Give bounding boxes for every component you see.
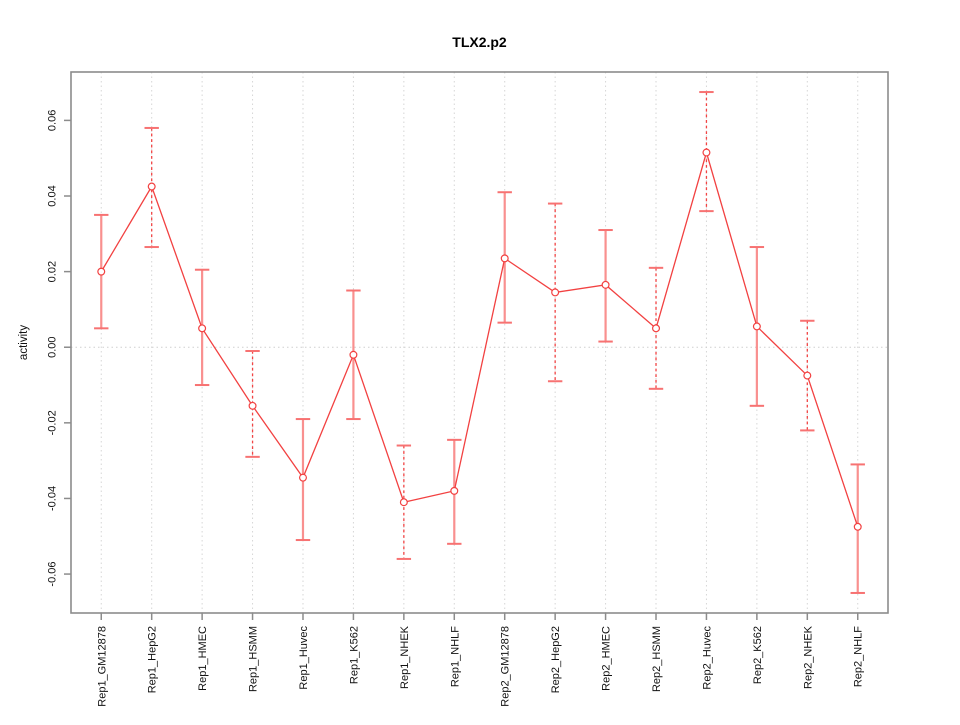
x-tick-label: Rep2_HMEC	[601, 626, 613, 691]
y-tick-label: 0.00	[47, 337, 59, 358]
y-tick-label: -0.06	[47, 562, 59, 587]
data-point-marker	[551, 288, 560, 297]
data-point-marker	[601, 280, 610, 289]
data-point-marker	[349, 350, 358, 359]
x-tick-label: Rep1_HMEC	[197, 626, 209, 691]
series-layer	[94, 91, 865, 594]
x-tick-label: Rep1_HepG2	[147, 626, 159, 693]
x-tick-label: Rep2_Huvec	[701, 626, 713, 690]
data-point-marker	[752, 322, 761, 331]
y-tick-label: 0.02	[47, 261, 59, 282]
data-point-marker	[853, 522, 862, 531]
x-tick-label: Rep1_Huvec	[298, 626, 310, 690]
data-point-marker	[702, 148, 711, 157]
y-tick-label: 0.06	[47, 110, 59, 131]
data-point-marker	[652, 324, 661, 333]
y-tick-label: 0.04	[47, 185, 59, 206]
x-tick-label: Rep2_GM12878	[500, 626, 512, 707]
series-line	[100, 150, 859, 528]
x-tick-label: Rep1_HSMM	[248, 626, 260, 692]
x-tick-label: Rep2_K562	[752, 626, 764, 684]
data-point-marker	[248, 401, 257, 410]
data-point-marker	[399, 498, 408, 507]
x-tick-label: Rep1_GM12878	[96, 626, 108, 707]
data-point-marker	[450, 486, 459, 495]
data-point-marker	[298, 473, 307, 482]
data-point-marker	[500, 254, 509, 263]
x-tick-label: Rep2_NHEK	[802, 625, 814, 689]
plot-border	[70, 71, 889, 614]
y-tick-label: -0.04	[47, 486, 59, 511]
x-tick-label: Rep1_NHLF	[449, 626, 461, 687]
grid-layer	[71, 72, 888, 613]
x-tick-label: Rep1_K562	[348, 626, 360, 684]
data-point-marker	[97, 267, 106, 276]
data-point-marker	[803, 371, 812, 380]
x-tick-label: Rep2_HSMM	[651, 626, 663, 692]
y-axis-title: activity	[18, 325, 30, 360]
x-tick-label: Rep2_HepG2	[550, 626, 562, 693]
data-point-marker	[198, 324, 207, 333]
y-tick-label: -0.02	[47, 410, 59, 435]
axis-layer: Rep1_GM12878 Rep1_HepG2 Rep1_HMEC Rep1_HSMM…	[47, 110, 865, 707]
chart-title: TLX2.p2	[452, 34, 507, 50]
x-tick-label: Rep2_NHLF	[853, 626, 865, 687]
data-point-marker	[147, 182, 156, 191]
x-tick-label: Rep1_NHEK	[399, 625, 411, 689]
